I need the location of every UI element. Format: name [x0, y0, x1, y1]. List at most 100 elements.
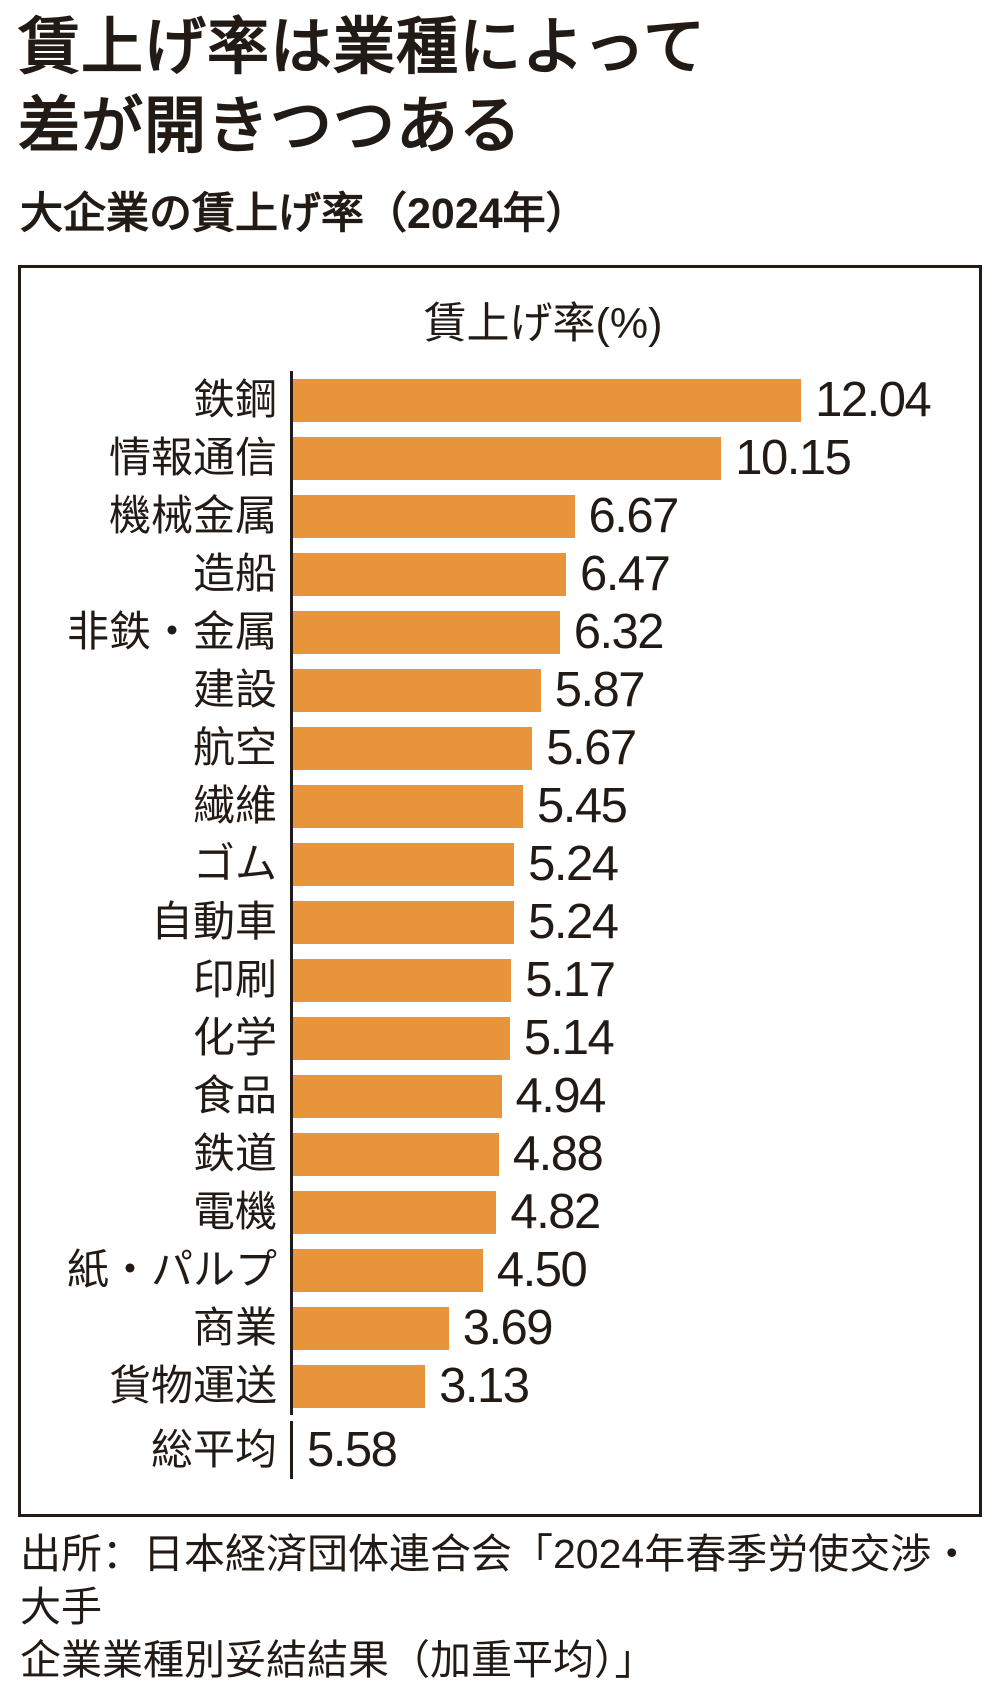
bar-value-label: 5.24	[528, 894, 619, 949]
bar	[293, 784, 523, 828]
bar-row: 商業 3.69	[21, 1299, 979, 1357]
bar	[293, 436, 722, 480]
bar	[293, 1306, 449, 1350]
bar-value-label: 6.67	[588, 488, 680, 543]
average-label: 総平均	[150, 1426, 277, 1473]
bar-value-label: 4.88	[512, 1126, 604, 1181]
bar-category-label: 造船	[192, 550, 277, 597]
bar-category-label: 鉄鋼	[192, 376, 277, 423]
bar-value-label: 12.04	[815, 372, 932, 427]
bar-row: 鉄道 4.88	[21, 1125, 979, 1183]
bar-category-label: 情報通信	[108, 434, 277, 481]
average-axis-segment	[290, 1421, 293, 1479]
bar-row: 造船 6.47	[21, 545, 979, 603]
bar-chart: 賃上げ率(%) 鉄鋼 12.04 情報通信 10.15 機械金属 6.67 造船 6.47 非鉄…	[18, 265, 982, 1517]
bar-area: 3.13	[290, 1357, 979, 1415]
bar-row: 化学 5.14	[21, 1009, 979, 1067]
bar	[293, 842, 515, 886]
bar	[293, 1132, 499, 1176]
bar	[293, 1190, 497, 1234]
bar-area: 4.88	[290, 1125, 979, 1183]
bar-area: 5.24	[290, 835, 979, 893]
average-value: 5.58	[307, 1422, 398, 1477]
bar-category-label: 化学	[192, 1014, 277, 1061]
bar	[293, 900, 515, 944]
bar-rows: 鉄鋼 12.04 情報通信 10.15 機械金属 6.67 造船 6.47 非鉄・金属 6.32 建…	[21, 371, 979, 1415]
bar-category-label: 鉄道	[192, 1130, 277, 1177]
bar	[293, 378, 802, 422]
bar-category-label: 自動車	[150, 898, 277, 945]
bar-area: 4.50	[290, 1241, 979, 1299]
bar-value-label: 6.47	[580, 546, 671, 601]
bar-row: 非鉄・金属 6.32	[21, 603, 979, 661]
bar	[293, 1364, 426, 1408]
bar-category-label: 商業	[192, 1304, 277, 1351]
bar-row: 自動車 5.24	[21, 893, 979, 951]
chart-subtitle: 大企業の賃上げ率（2024年）	[20, 190, 589, 238]
bar-area: 12.04	[290, 371, 979, 429]
bar-row: 繊維 5.45	[21, 777, 979, 835]
bar-row: ゴム 5.24	[21, 835, 979, 893]
bar-row: 印刷 5.17	[21, 951, 979, 1009]
bar-category-label: 食品	[192, 1072, 277, 1119]
bar-area: 5.87	[290, 661, 979, 719]
bar-category-label: 紙・パルプ	[66, 1246, 277, 1293]
bar-category-label: 非鉄・金属	[66, 608, 277, 655]
page-title: 賃上げ率は業種によって 差が開きつつある	[18, 8, 1000, 166]
bar-area: 3.69	[290, 1299, 979, 1357]
bar	[293, 494, 575, 538]
bar-area: 5.24	[290, 893, 979, 951]
bar-area: 6.67	[290, 487, 979, 545]
bar-category-label: 機械金属	[108, 492, 277, 539]
bar	[293, 1016, 510, 1060]
bar-area: 6.47	[290, 545, 979, 603]
bar	[293, 726, 533, 770]
bar-category-label: 印刷	[192, 956, 277, 1003]
page-title-line2: 差が開きつつある	[18, 92, 523, 161]
bar-category-label: 建設	[192, 666, 277, 713]
bar-value-label: 10.15	[735, 430, 852, 485]
bar-value-label: 5.24	[528, 836, 619, 891]
bar-area: 5.14	[290, 1009, 979, 1067]
bar-category-label: 航空	[192, 724, 277, 771]
bar	[293, 1074, 502, 1118]
bar-category-label: ゴム	[192, 840, 277, 887]
source-note: 出所：日本経済団体連合会「2024年春季労使交渉・大手 企業業種別妥結結果（加重…	[20, 1528, 984, 1687]
bar-area: 6.32	[290, 603, 979, 661]
bar-area: 5.45	[290, 777, 979, 835]
bar-value-label: 3.69	[462, 1300, 554, 1355]
bar-value-label: 5.14	[523, 1010, 615, 1065]
bar-row: 情報通信 10.15	[21, 429, 979, 487]
bar-value-label: 6.32	[573, 604, 665, 659]
page-title-line1: 賃上げ率は業種によって	[18, 13, 707, 82]
bar-row: 紙・パルプ 4.50	[21, 1241, 979, 1299]
bar-row: 航空 5.67	[21, 719, 979, 777]
bar	[293, 610, 560, 654]
bar-row: 建設 5.87	[21, 661, 979, 719]
bar-category-label: 電機	[192, 1188, 277, 1235]
source-line1: 出所：日本経済団体連合会「2024年春季労使交渉・大手	[20, 1531, 973, 1630]
bar-value-label: 5.17	[525, 952, 616, 1007]
bar-value-label: 4.94	[515, 1068, 607, 1123]
bar-area: 5.17	[290, 951, 979, 1009]
bar-value-label: 4.50	[496, 1242, 588, 1297]
bar-row: 電機 4.82	[21, 1183, 979, 1241]
bar-area: 10.15	[290, 429, 979, 487]
chart-axis-title: 賃上げ率(%)	[423, 299, 663, 348]
bar-area: 4.94	[290, 1067, 979, 1125]
bar-category-label: 繊維	[192, 782, 277, 829]
bar-area: 4.82	[290, 1183, 979, 1241]
bar-value-label: 3.13	[439, 1358, 530, 1413]
bar-value-label: 5.67	[546, 720, 637, 775]
bar	[293, 552, 566, 596]
bar-value-label: 5.87	[554, 662, 646, 717]
bar-row: 食品 4.94	[21, 1067, 979, 1125]
bar	[293, 958, 512, 1002]
bar-area: 5.67	[290, 719, 979, 777]
bar-row: 貨物運送 3.13	[21, 1357, 979, 1415]
average-row: 総平均 5.58	[21, 1421, 979, 1479]
bar-row: 機械金属 6.67	[21, 487, 979, 545]
bar	[293, 668, 541, 712]
bar	[293, 1248, 483, 1292]
bar-row: 鉄鋼 12.04	[21, 371, 979, 429]
